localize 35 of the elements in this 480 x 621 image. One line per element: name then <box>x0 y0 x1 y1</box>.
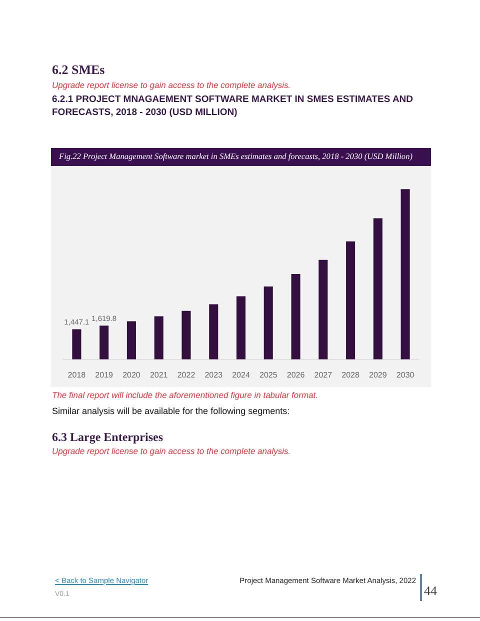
text: 6.3 Large Enterprises <box>52 430 163 445</box>
chart-title: Fig.22 Project Management Software market in SMEs estimates and forecasts, 2018 - 2030 (USD Million) <box>51 148 431 166</box>
bar <box>291 274 300 360</box>
x-tick-label: 2020 <box>122 370 141 380</box>
bar <box>209 304 218 360</box>
bar <box>318 260 328 360</box>
x-tick-label: 2024 <box>232 370 250 380</box>
x-tick-label: 2021 <box>150 370 168 380</box>
x-tick-label: 2022 <box>177 370 196 380</box>
x-tick-label: 2023 <box>204 370 224 380</box>
x-tick-label: 2018 <box>68 370 86 380</box>
text: 44 <box>424 583 437 599</box>
x-tick-label: 2029 <box>369 370 388 380</box>
bar <box>264 286 273 360</box>
x-tick-label: 2027 <box>314 370 333 380</box>
text: Upgrade report license to gain access to the complete analysis. <box>52 80 291 90</box>
text: The final report will include the aforementioned figure in tabular format. <box>52 390 318 400</box>
x-tick-label: 2025 <box>259 370 278 380</box>
bar <box>400 189 410 360</box>
bar <box>126 321 136 360</box>
x-tick-label: 2028 <box>342 370 360 380</box>
bar <box>72 329 82 360</box>
bar <box>182 310 191 360</box>
x-tick-label: 2030 <box>396 370 415 380</box>
x-tick-label: 2026 <box>286 370 306 380</box>
bar <box>100 326 109 360</box>
x-tick-label: 2019 <box>95 370 114 380</box>
bar <box>154 316 164 360</box>
bar <box>346 241 356 360</box>
text: Upgrade report license to gain access to the complete analysis. <box>52 446 291 456</box>
text: Similar analysis will be available for the following segments: <box>52 406 290 416</box>
bar <box>236 296 246 360</box>
bar <box>373 218 382 360</box>
text: 6.2 SMEs <box>52 62 105 78</box>
chart-subtitle: 6.2.1 PROJECT MNAGAEMENT SOFTWARE MARKET IN SMES ESTIMATES AND FORECASTS, 2018 - 2030 (USD MILLION) <box>52 93 414 119</box>
